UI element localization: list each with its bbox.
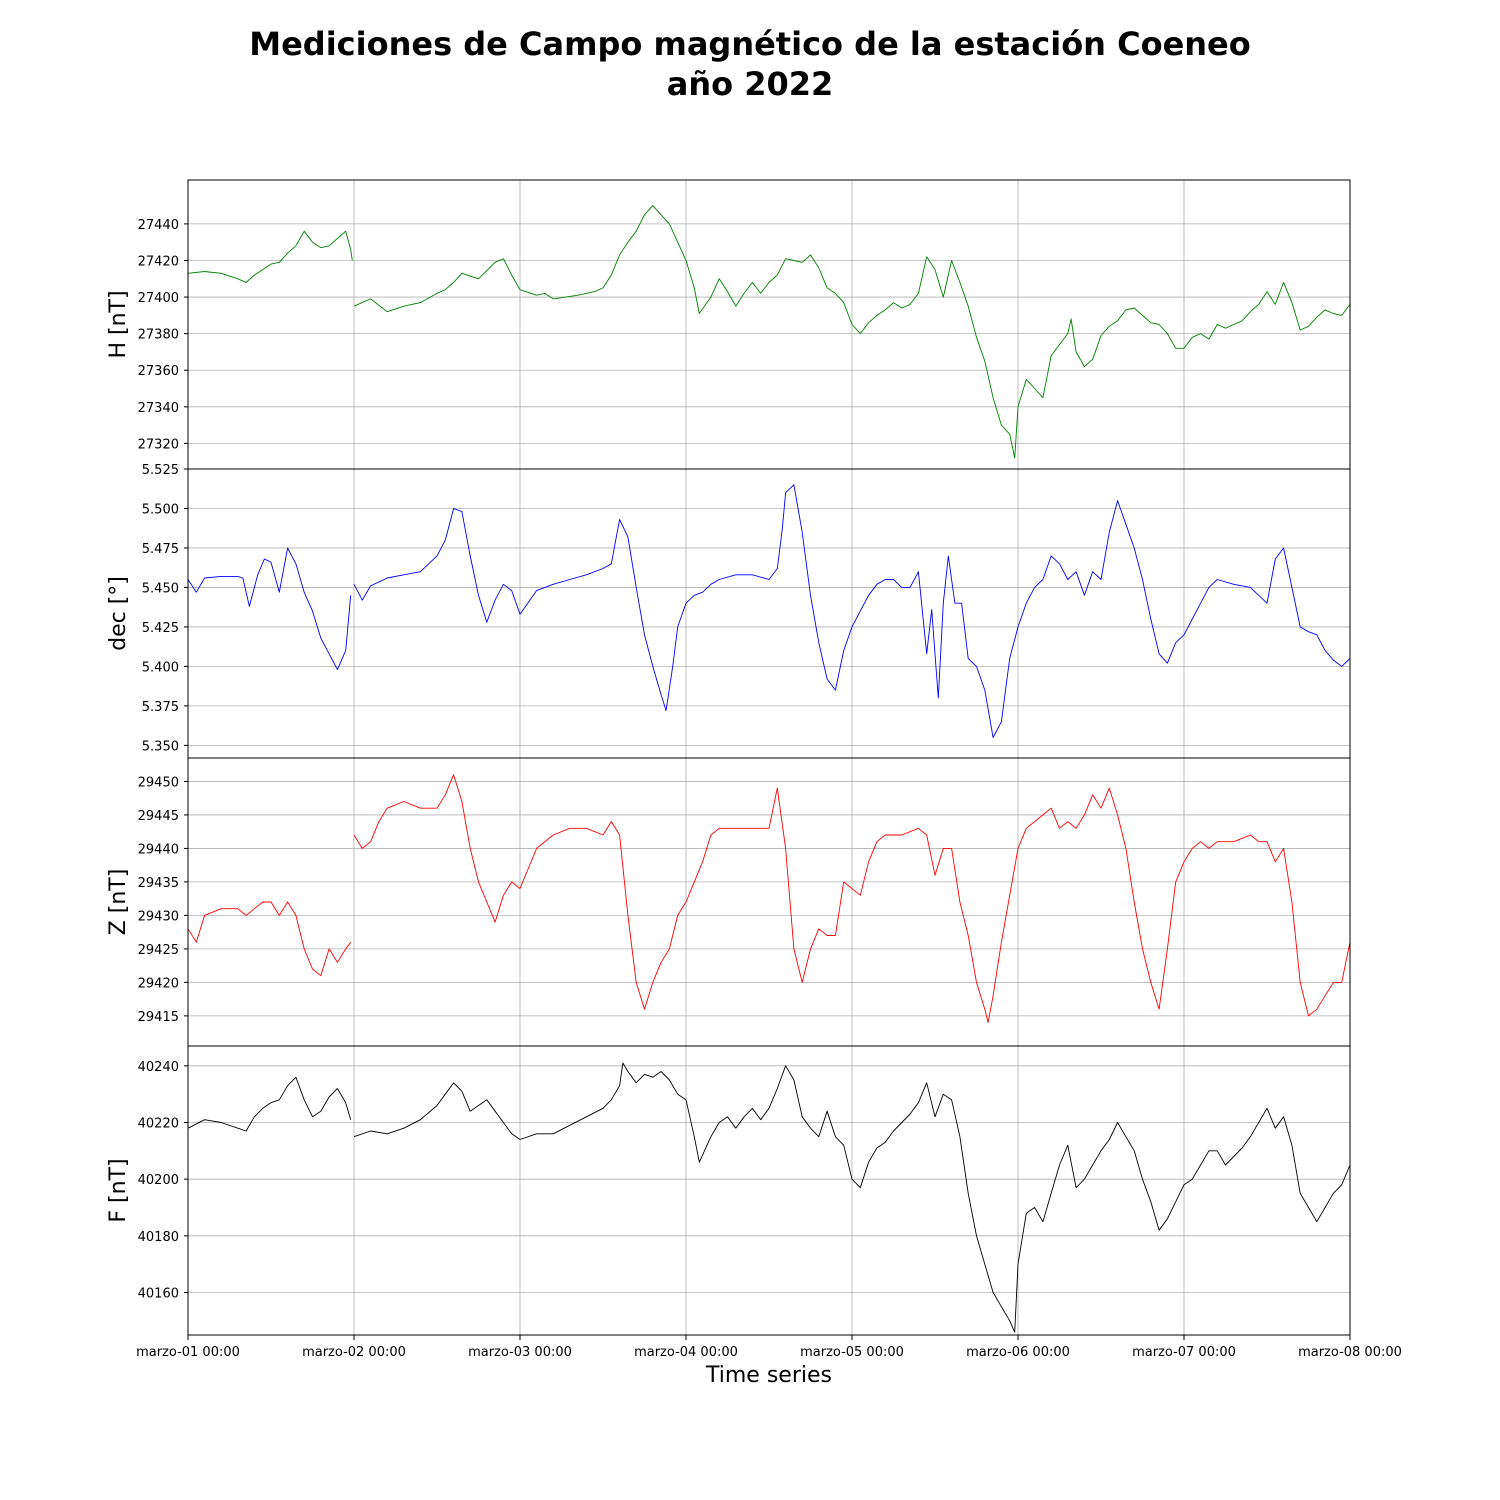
- chart-subtitle: año 2022: [666, 65, 834, 103]
- x-tick-label: marzo-01 00:00: [136, 1345, 240, 1360]
- y-tick-label: 29420: [138, 976, 179, 991]
- series-line: [353, 774, 1351, 1024]
- y-tick-label: 40240: [138, 1060, 179, 1075]
- y-tick-label: 27380: [138, 328, 179, 343]
- series-line: [353, 205, 1351, 459]
- y-tick-label: 40180: [138, 1230, 179, 1245]
- panels-layer: 27320 27340 27360 27380 27400 27420 27440 H [nT…: [106, 179, 1351, 1336]
- panel-3: 40160 40180 40200 40220 40240 F [nT]: [106, 1045, 1351, 1336]
- series-line: [353, 484, 1351, 738]
- x-tick-label: marzo-04 00:00: [634, 1345, 738, 1360]
- y-axis-label: H [nT]: [106, 290, 131, 358]
- y-tick-label: 29415: [138, 1010, 179, 1025]
- x-tick-label: marzo-03 00:00: [468, 1345, 572, 1360]
- y-tick-label: 27400: [138, 291, 179, 306]
- y-tick-label: 27320: [138, 437, 179, 452]
- series-line: [187, 547, 352, 671]
- y-tick-label: 5.375: [142, 700, 179, 715]
- y-axis-label: F [nT]: [106, 1158, 131, 1222]
- y-tick-label: 27360: [138, 364, 179, 379]
- y-tick-label: 29445: [138, 809, 179, 824]
- y-tick-label: 27340: [138, 401, 179, 416]
- x-axis-label: Time series: [705, 1363, 832, 1388]
- y-axis-label: Z [nT]: [106, 869, 131, 936]
- x-tick-label: marzo-06 00:00: [966, 1345, 1070, 1360]
- y-tick-label: 29440: [138, 842, 179, 857]
- panel-2: 29415 29420 29425 29430 29435 29440 29445 29450…: [106, 757, 1351, 1047]
- y-tick-label: 29435: [138, 876, 179, 891]
- x-tick-labels: marzo-01 00:00 marzo-02 00:00 marzo-03 00:…: [136, 1335, 1402, 1360]
- y-tick-label: 5.525: [142, 463, 179, 478]
- panel-0: 27320 27340 27360 27380 27400 27420 27440 H [nT…: [106, 179, 1351, 470]
- y-tick-label: 29425: [138, 943, 179, 958]
- panel-frame: [187, 468, 1351, 759]
- y-tick-label: 29450: [138, 775, 179, 790]
- y-tick-label: 5.475: [142, 542, 179, 557]
- series-line: [353, 1062, 1351, 1333]
- x-tick-label: marzo-05 00:00: [800, 1345, 904, 1360]
- chart-title-line1: Mediciones de Campo magnético de la esta…: [249, 25, 1251, 63]
- panel-frame: [187, 757, 1351, 1047]
- series-line: [187, 230, 353, 283]
- y-tick-label: 29430: [138, 909, 179, 924]
- y-tick-label: 5.500: [142, 502, 179, 517]
- y-tick-label: 5.450: [142, 581, 179, 596]
- y-tick-label: 27440: [138, 218, 179, 233]
- x-tick-label: marzo-02 00:00: [302, 1345, 406, 1360]
- y-tick-label: 27420: [138, 254, 179, 269]
- panel-1: 5.350 5.375 5.400 5.425 5.450 5.475 5.500 5.525…: [106, 463, 1351, 759]
- y-tick-label: 40220: [138, 1117, 179, 1132]
- series-line: [187, 1076, 352, 1132]
- y-tick-label: 5.425: [142, 621, 179, 636]
- y-axis-label: dec [°]: [106, 576, 131, 651]
- y-tick-label: 40160: [138, 1287, 179, 1302]
- panel-frame: [187, 1045, 1351, 1336]
- x-tick-label: marzo-08 00:00: [1298, 1345, 1402, 1360]
- y-tick-label: 5.400: [142, 660, 179, 675]
- panel-frame: [187, 179, 1351, 470]
- chart-title: Mediciones de Campo magnético de la esta…: [0, 24, 1500, 104]
- y-tick-label: 40200: [138, 1173, 179, 1188]
- series-line: [187, 901, 352, 977]
- x-tick-label: marzo-07 00:00: [1132, 1345, 1236, 1360]
- y-tick-label: 5.350: [142, 739, 179, 754]
